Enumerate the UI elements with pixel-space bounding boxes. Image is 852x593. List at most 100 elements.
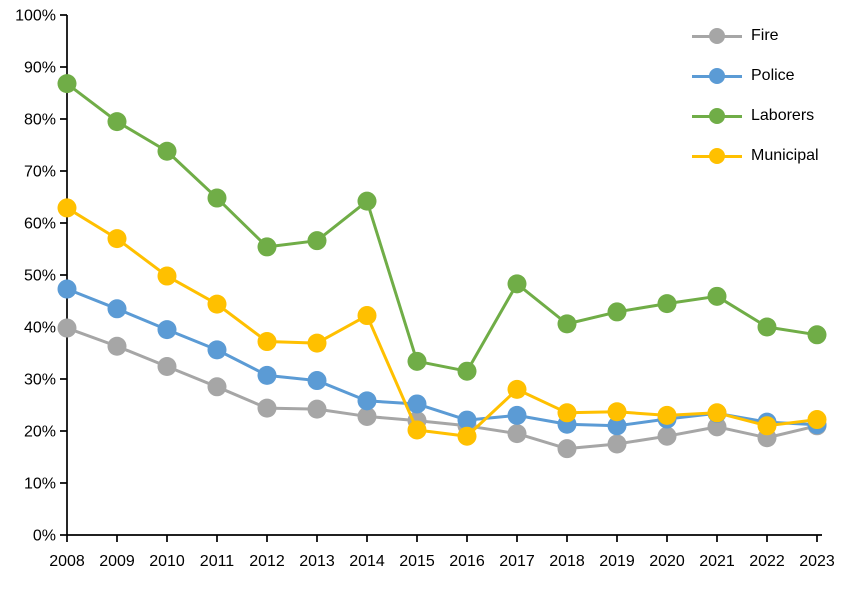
y-tick-label: 0%	[33, 528, 56, 545]
data-point-marker-municipal	[107, 229, 127, 249]
x-tick-label: 2012	[249, 553, 285, 570]
data-point-marker-fire	[157, 357, 177, 377]
data-point-marker-municipal	[507, 379, 527, 399]
data-point-marker-laborers	[307, 231, 327, 251]
data-point-marker-police	[157, 320, 177, 340]
y-tick-label: 20%	[24, 424, 56, 441]
data-point-marker-laborers	[657, 294, 677, 314]
data-point-marker-fire	[707, 417, 727, 437]
legend-item-laborers: Laborers	[692, 96, 819, 136]
data-point-marker-municipal	[357, 306, 377, 326]
data-point-marker-municipal	[407, 420, 427, 440]
x-tick-label: 2015	[399, 553, 435, 570]
laborers-series-marker-icon	[692, 108, 742, 124]
y-tick-label: 60%	[24, 216, 56, 233]
data-point-marker-fire	[657, 426, 677, 446]
y-tick-label: 100%	[15, 8, 56, 25]
y-tick-label: 90%	[24, 60, 56, 77]
data-point-marker-fire	[607, 434, 627, 454]
y-tick-label: 40%	[24, 320, 56, 337]
x-tick-label: 2009	[99, 553, 135, 570]
x-tick-label: 2011	[200, 553, 235, 570]
data-point-marker-police	[607, 416, 627, 436]
data-point-marker-municipal	[557, 403, 577, 423]
data-point-marker-fire	[307, 399, 327, 419]
legend-item-municipal: Municipal	[692, 136, 819, 176]
data-point-marker-police	[457, 410, 477, 430]
data-point-marker-police	[257, 365, 277, 385]
legend-label-police: Police	[751, 67, 795, 84]
legend-item-police: Police	[692, 56, 819, 96]
data-point-marker-laborers	[607, 302, 627, 322]
data-point-marker-laborers	[357, 191, 377, 211]
legend-dot-icon	[709, 108, 725, 124]
data-point-marker-laborers	[807, 325, 827, 345]
data-point-marker-municipal	[757, 416, 777, 436]
data-point-marker-police	[407, 394, 427, 414]
data-point-marker-laborers	[507, 274, 527, 294]
legend-item-fire: Fire	[692, 16, 819, 56]
data-point-marker-laborers	[557, 314, 577, 334]
data-point-marker-police	[357, 391, 377, 411]
series-line-police	[65, 287, 819, 428]
legend: Fire Police Laborers Municipal	[692, 16, 819, 176]
data-point-marker-municipal	[257, 332, 277, 352]
data-point-marker-municipal	[707, 403, 727, 423]
x-tick-label: 2018	[549, 553, 585, 570]
x-tick-label: 2022	[749, 553, 785, 570]
x-tick-label: 2010	[149, 553, 185, 570]
data-point-marker-laborers	[107, 112, 127, 132]
legend-label-municipal: Municipal	[751, 147, 819, 164]
police-series-marker-icon	[692, 68, 742, 84]
series-line-municipal	[65, 206, 819, 438]
data-point-marker-police	[57, 279, 77, 299]
x-tick-label: 2019	[599, 553, 635, 570]
data-point-marker-fire	[357, 406, 377, 426]
y-tick-label: 10%	[24, 476, 56, 493]
data-point-marker-police	[207, 340, 227, 360]
data-point-marker-police	[107, 299, 127, 319]
data-point-marker-municipal	[807, 410, 827, 430]
data-point-marker-municipal	[207, 294, 227, 314]
data-point-marker-laborers	[57, 74, 77, 94]
data-point-marker-police	[507, 405, 527, 425]
y-tick-label: 70%	[24, 164, 56, 181]
data-point-marker-laborers	[257, 237, 277, 257]
legend-label-fire: Fire	[751, 27, 779, 44]
fire-series-marker-icon	[692, 28, 742, 44]
data-point-marker-municipal	[307, 333, 327, 353]
y-tick-label: 50%	[24, 268, 56, 285]
y-tick-label: 30%	[24, 372, 56, 389]
x-tick-label: 2021	[699, 553, 735, 570]
data-point-marker-police	[307, 371, 327, 391]
data-point-marker-fire	[507, 424, 527, 444]
data-point-marker-fire	[107, 336, 127, 356]
x-tick-label: 2020	[649, 553, 685, 570]
data-point-marker-fire	[207, 377, 227, 397]
x-tick-label: 2017	[499, 553, 535, 570]
x-tick-label: 2008	[49, 553, 85, 570]
legend-dot-icon	[709, 148, 725, 164]
series-line-laborers	[65, 82, 819, 373]
legend-dot-icon	[709, 68, 725, 84]
data-point-marker-laborers	[757, 317, 777, 337]
data-point-marker-municipal	[57, 198, 77, 218]
x-tick-label: 2014	[349, 553, 385, 570]
y-tick-label: 80%	[24, 112, 56, 129]
data-point-marker-fire	[257, 398, 277, 418]
data-point-marker-municipal	[157, 266, 177, 286]
data-point-marker-laborers	[407, 351, 427, 371]
x-tick-label: 2023	[799, 553, 835, 570]
municipal-series-marker-icon	[692, 148, 742, 164]
data-point-marker-municipal	[607, 402, 627, 422]
legend-dot-icon	[709, 28, 725, 44]
data-point-marker-municipal	[457, 426, 477, 446]
data-point-marker-fire	[557, 439, 577, 459]
series-line-fire	[65, 326, 819, 451]
data-point-marker-fire	[57, 318, 77, 338]
data-point-marker-laborers	[457, 361, 477, 381]
data-point-marker-laborers	[207, 188, 227, 208]
legend-label-laborers: Laborers	[751, 107, 815, 124]
